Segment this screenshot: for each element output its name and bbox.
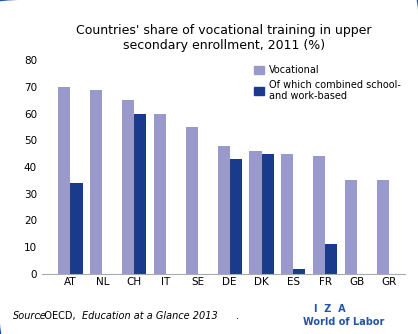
Text: : OECD,: : OECD, [38, 311, 78, 321]
Bar [345, 180, 357, 274]
Bar [229, 159, 242, 274]
Bar [250, 151, 262, 274]
Text: Source: Source [13, 311, 46, 321]
Text: I  Z  A: I Z A [314, 304, 345, 314]
Text: World of Labor: World of Labor [303, 317, 385, 327]
Bar [218, 146, 229, 274]
Bar [134, 114, 146, 274]
Bar [281, 154, 293, 274]
Bar [186, 127, 198, 274]
Bar [325, 244, 337, 274]
Bar [90, 90, 102, 274]
Text: Education at a Glance 2013: Education at a Glance 2013 [82, 311, 217, 321]
Bar [59, 87, 70, 274]
Title: Countries' share of vocational training in upper
secondary enrollment, 2011 (%): Countries' share of vocational training … [76, 24, 371, 52]
Bar [313, 156, 325, 274]
Bar [154, 114, 166, 274]
Bar [122, 100, 134, 274]
Bar [262, 154, 274, 274]
Text: .: . [236, 311, 239, 321]
Bar [70, 183, 82, 274]
Bar [377, 180, 389, 274]
Legend: Vocational, Of which combined school-
and work-based: Vocational, Of which combined school- an… [254, 65, 400, 102]
Bar [293, 269, 306, 274]
